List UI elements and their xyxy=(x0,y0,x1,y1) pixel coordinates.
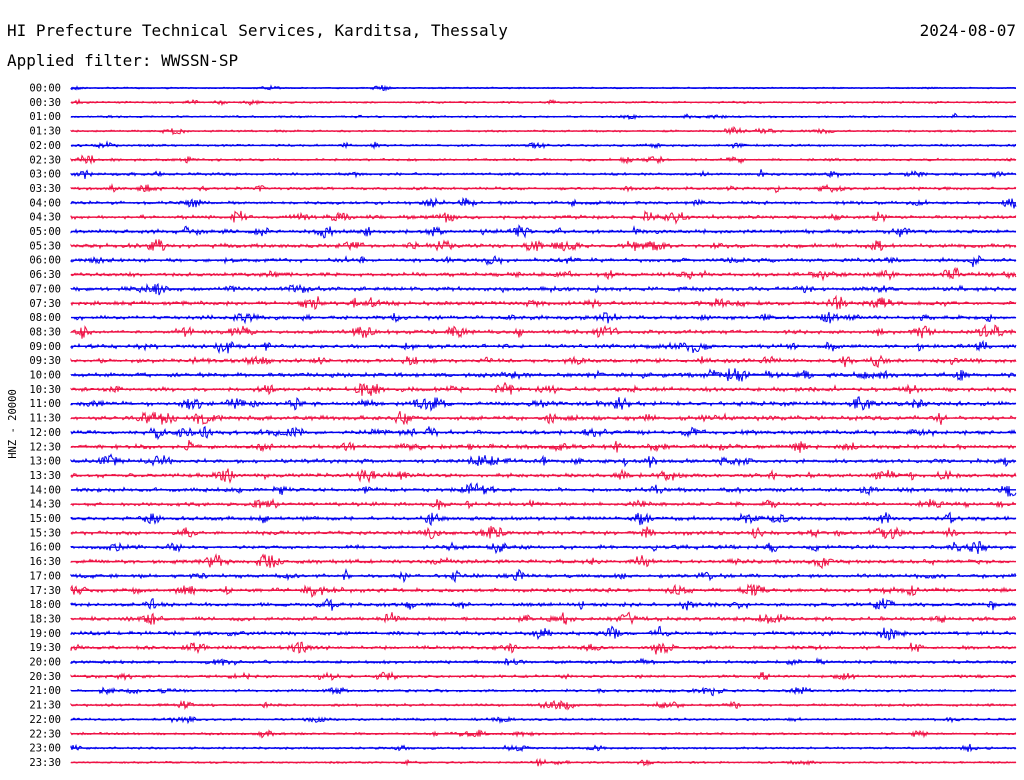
trace-line xyxy=(70,239,1017,252)
row-time-label: 11:00 xyxy=(29,398,61,410)
trace-rows: 00:00 00:30 01:00 01:30 02:00 02:30 03:00 03:30… xyxy=(29,83,1017,769)
row-time-label: 13:00 xyxy=(29,456,61,468)
row-time-label: 21:00 xyxy=(29,685,61,697)
row-time-label: 12:30 xyxy=(29,441,61,453)
row-time-label: 23:30 xyxy=(29,757,61,769)
row-time-label: 11:30 xyxy=(29,413,61,425)
row-time-label: 10:00 xyxy=(29,370,61,382)
row-time-label: 05:30 xyxy=(29,240,61,252)
row-time-label: 09:00 xyxy=(29,341,61,353)
filter-label: Applied filter: WWSSN-SP xyxy=(7,51,238,70)
row-time-label: 08:00 xyxy=(29,312,61,324)
row-time-label: 20:00 xyxy=(29,657,61,669)
row-time-label: 16:30 xyxy=(29,556,61,568)
row-time-label: 17:30 xyxy=(29,585,61,597)
trace-line xyxy=(70,282,1017,296)
row-time-label: 04:30 xyxy=(29,212,61,224)
record-date: 2024-08-07 xyxy=(920,21,1016,40)
row-time-label: 16:00 xyxy=(29,542,61,554)
row-time-label: 19:30 xyxy=(29,642,61,654)
row-time-label: 23:00 xyxy=(29,743,61,755)
trace-line xyxy=(70,254,1017,268)
row-time-label: 10:30 xyxy=(29,384,61,396)
row-time-label: 06:30 xyxy=(29,269,61,281)
trace-line xyxy=(70,553,1017,570)
station-title: HI Prefecture Technical Services, Kardit… xyxy=(7,21,508,40)
trace-line xyxy=(70,266,1017,282)
trace-line xyxy=(70,497,1017,510)
row-time-label: 18:30 xyxy=(29,613,61,625)
row-time-label: 01:30 xyxy=(29,126,61,138)
row-time-label: 19:00 xyxy=(29,628,61,640)
row-time-label: 03:30 xyxy=(29,183,61,195)
row-time-label: 07:00 xyxy=(29,283,61,295)
row-time-label: 06:00 xyxy=(29,255,61,267)
row-time-label: 18:00 xyxy=(29,599,61,611)
row-time-label: 00:00 xyxy=(29,83,61,95)
y-axis-label: HNZ - 20000 xyxy=(7,389,19,459)
row-time-label: 05:00 xyxy=(29,226,61,238)
trace-line xyxy=(70,396,1017,412)
row-time-label: 14:00 xyxy=(29,484,61,496)
row-time-label: 00:30 xyxy=(29,97,61,109)
trace-line xyxy=(70,354,1017,368)
row-time-label: 22:30 xyxy=(29,728,61,740)
row-time-label: 01:00 xyxy=(29,111,61,123)
row-time-label: 21:30 xyxy=(29,700,61,712)
row-time-label: 08:30 xyxy=(29,326,61,338)
row-time-label: 04:00 xyxy=(29,197,61,209)
row-time-label: 17:00 xyxy=(29,570,61,582)
row-time-label: 14:30 xyxy=(29,499,61,511)
row-time-label: 07:30 xyxy=(29,298,61,310)
row-time-label: 02:30 xyxy=(29,154,61,166)
row-time-label: 20:30 xyxy=(29,671,61,683)
trace-line xyxy=(70,339,1017,355)
row-time-label: 22:00 xyxy=(29,714,61,726)
trace-line xyxy=(70,169,1017,179)
row-time-label: 12:00 xyxy=(29,427,61,439)
row-time-label: 02:00 xyxy=(29,140,61,152)
row-time-label: 13:30 xyxy=(29,470,61,482)
row-time-label: 03:00 xyxy=(29,169,61,181)
row-time-label: 15:30 xyxy=(29,527,61,539)
row-time-label: 15:00 xyxy=(29,513,61,525)
row-time-label: 09:30 xyxy=(29,355,61,367)
